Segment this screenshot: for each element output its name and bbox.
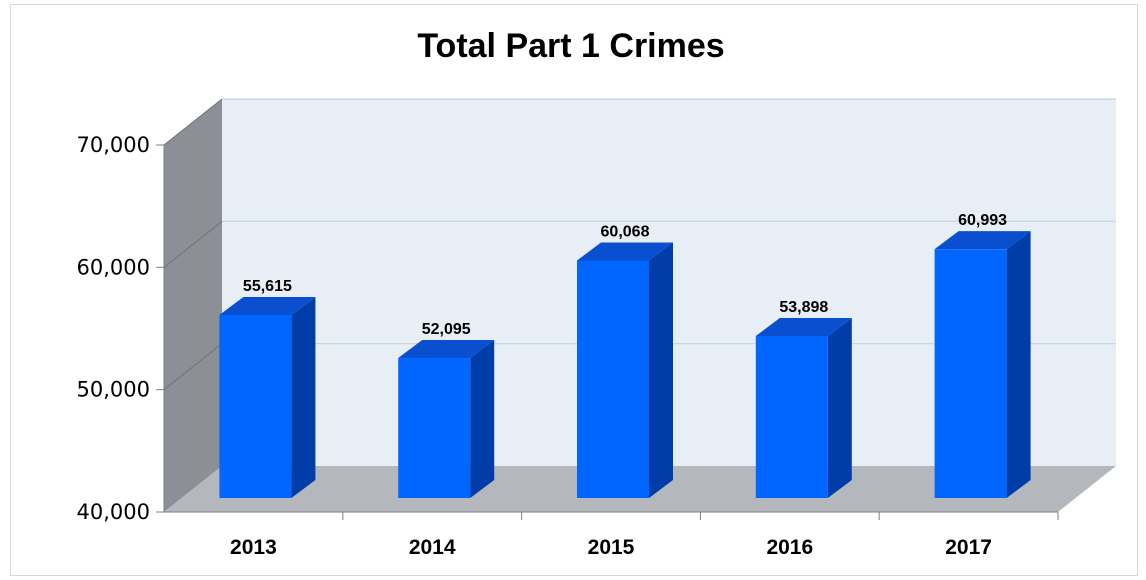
y-tick-label: 50,000	[77, 378, 150, 402]
data-label: 60,068	[601, 224, 650, 241]
bar-front	[934, 249, 1007, 498]
y-tick-label: 70,000	[77, 133, 150, 157]
bar-2013	[219, 296, 316, 498]
bar-side	[649, 242, 673, 498]
x-tick-label: 2016	[766, 536, 813, 559]
bars	[219, 231, 1031, 498]
x-tick-label: 2014	[409, 536, 456, 559]
bar-front	[755, 335, 828, 498]
bar-top	[219, 296, 316, 315]
y-tick-label: 60,000	[77, 255, 150, 279]
side-gridline	[163, 220, 223, 268]
bar-2015	[577, 242, 673, 498]
x-tick-label: 2015	[588, 536, 635, 559]
bar-2014	[398, 340, 495, 498]
bar-top	[755, 317, 852, 336]
bar-2016	[755, 317, 852, 498]
data-label: 60,993	[958, 212, 1007, 229]
x-tick-label: 2017	[945, 536, 992, 559]
data-label: 55,615	[243, 278, 292, 295]
y-axis: 40,000 50,000 60,000 70,000	[77, 133, 1058, 524]
bar-front	[577, 260, 649, 498]
y-tick-label: 40,000	[77, 500, 150, 524]
x-tick-label: 2013	[230, 536, 277, 559]
chart-title: Total Part 1 Crimes	[417, 27, 725, 65]
side-wall	[164, 99, 222, 512]
bar-front	[219, 314, 292, 498]
side-gridline	[163, 98, 223, 146]
data-label: 52,095	[422, 321, 471, 338]
bar-side	[827, 317, 852, 498]
bar-front	[398, 358, 471, 498]
data-labels: 55,615 52,095 60,068 53,898 60,993	[243, 212, 1007, 338]
side-gridline	[163, 343, 223, 391]
x-axis: 2013 2014 2015 2016 2017	[230, 512, 1059, 559]
chart-plot: 40,000 50,000 60,000 70,000 55,615 52,095 60,…	[77, 98, 1116, 559]
bar-side	[470, 340, 495, 498]
bar-2017	[934, 231, 1031, 498]
chart-frame: Total Part 1 Crimes 40,000 50,000 60,000 70…	[10, 4, 1138, 576]
bar-top	[934, 231, 1031, 250]
bar-side	[291, 296, 316, 498]
bar-top	[577, 242, 673, 261]
bar-side	[1006, 231, 1031, 498]
data-label: 53,898	[779, 299, 828, 316]
bar-top	[398, 340, 495, 359]
